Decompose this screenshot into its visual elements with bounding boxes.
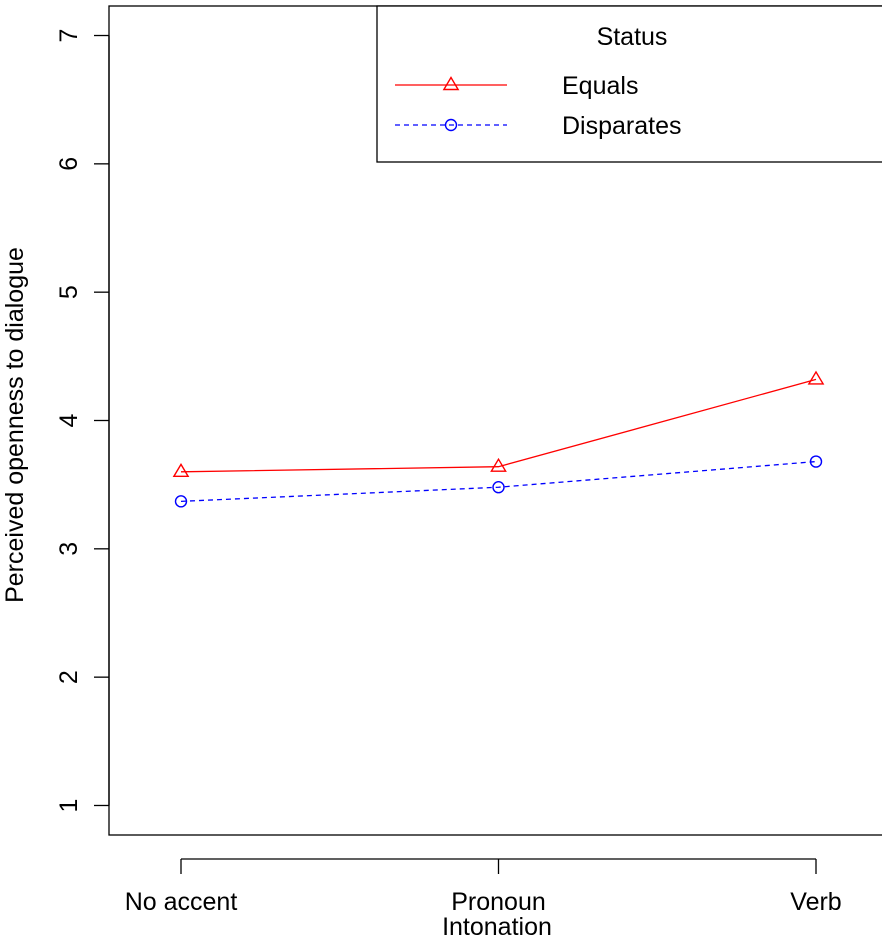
legend-label-disparates: Disparates (562, 112, 682, 140)
x-axis-label: Intonation (442, 913, 552, 941)
y-tick-label: 3 (55, 542, 83, 556)
y-tick-label: 1 (55, 799, 83, 813)
legend-entry-equals: Equals (395, 72, 638, 100)
data-point-equals (490, 457, 507, 472)
legend-marker-disparates (444, 118, 458, 132)
x-tick-label: No accent (125, 888, 238, 916)
y-axis: 1 2 3 4 5 6 7 (55, 29, 110, 813)
x-tick-label: Pronoun (451, 888, 546, 916)
series-disparates (174, 455, 823, 508)
y-tick-label: 5 (55, 285, 83, 299)
data-point-disparates (492, 481, 505, 494)
legend: Status Equals Disparates (376, 5, 882, 163)
legend-label-equals: Equals (562, 72, 638, 100)
y-tick-label: 7 (55, 29, 83, 43)
legend-title: Status (597, 23, 668, 51)
y-tick-label: 2 (55, 670, 83, 684)
series-line-disparates (180, 460, 817, 502)
series-equals (172, 370, 825, 478)
x-tick-label: Verb (790, 888, 841, 916)
y-tick-label: 6 (55, 157, 83, 171)
legend-entry-disparates: Disparates (395, 112, 682, 140)
y-tick-label: 4 (55, 413, 83, 427)
x-axis: No accent Pronoun Verb (125, 858, 842, 916)
legend-entries: Equals Disparates (395, 72, 682, 140)
data-point-disparates (174, 495, 188, 508)
series-layer (172, 370, 825, 508)
legend-marker-equals (442, 76, 460, 91)
data-point-equals (172, 462, 190, 478)
data-point-equals (807, 370, 825, 385)
series-line-equals (180, 378, 817, 473)
data-point-disparates (809, 455, 823, 468)
y-axis-label: Perceived openness to dialogue (1, 247, 29, 603)
legend-box (376, 5, 882, 163)
